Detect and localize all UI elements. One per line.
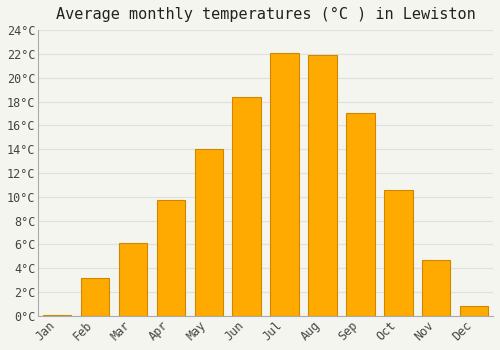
Bar [232,97,261,316]
Bar [119,243,147,316]
Bar [194,149,223,316]
Bar [81,278,110,316]
Bar [156,201,185,316]
Bar [460,307,488,316]
Bar [422,260,450,316]
Bar [346,113,374,316]
Title: Average monthly temperatures (°C ) in Lewiston: Average monthly temperatures (°C ) in Le… [56,7,476,22]
Bar [270,53,299,316]
Bar [43,315,72,316]
Bar [308,55,336,316]
Bar [384,190,412,316]
